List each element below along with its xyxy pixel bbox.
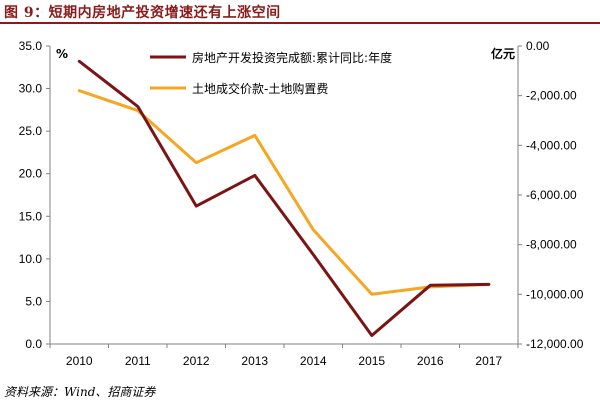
- legend-label-land-price-gap: 土地成交价款-土地购置费: [192, 81, 328, 96]
- source-note: 资料来源：Wind、招商证券: [4, 385, 156, 399]
- left-tick-label: 25.0: [19, 124, 43, 138]
- series-line-land-price-gap: [77, 89, 491, 296]
- right-axis-unit: 亿元: [491, 46, 515, 61]
- left-tick-label: 35.0: [19, 39, 43, 53]
- right-tick-label: -6,000.00: [526, 188, 577, 202]
- right-tick-label: -4,000.00: [526, 138, 577, 152]
- left-tick-label: 15.0: [19, 209, 43, 223]
- left-axis-unit: %: [56, 47, 68, 61]
- right-tick-label: -2,000.00: [526, 89, 577, 103]
- x-tick-label: 2010: [66, 354, 93, 368]
- left-tick-label: 10.0: [19, 252, 43, 266]
- right-tick-label: -10,000.00: [526, 287, 584, 301]
- x-tick-label: 2016: [417, 354, 444, 368]
- title-divider: [0, 22, 600, 24]
- left-tick-label: 30.0: [19, 82, 43, 96]
- chart-title: 图 9：短期内房地产投资增速还有上涨空间: [4, 5, 281, 21]
- x-tick-label: 2017: [475, 354, 502, 368]
- x-tick-label: 2012: [183, 354, 210, 368]
- left-tick-label: 20.0: [19, 167, 43, 181]
- x-tick-label: 2014: [300, 354, 327, 368]
- right-tick-label: -8,000.00: [526, 238, 577, 252]
- axes: 0.0 5.0 10.0 15.0 20.0 25.0 30.0 35.0 0.00 -2,000…: [19, 39, 584, 368]
- x-tick-label: 2013: [241, 354, 268, 368]
- series-line-investment-growth: [77, 59, 491, 337]
- x-tick-label: 2015: [358, 354, 385, 368]
- right-tick-label: -12,000.00: [526, 337, 584, 351]
- series-layer: [77, 59, 491, 337]
- legend-label-investment-growth: 房地产开发投资完成额:累计同比:年度: [192, 50, 392, 65]
- right-tick-label: 0.00: [526, 39, 550, 53]
- left-tick-label: 0.0: [25, 337, 42, 351]
- left-tick-label: 5.0: [25, 294, 42, 308]
- x-tick-label: 2011: [125, 354, 151, 368]
